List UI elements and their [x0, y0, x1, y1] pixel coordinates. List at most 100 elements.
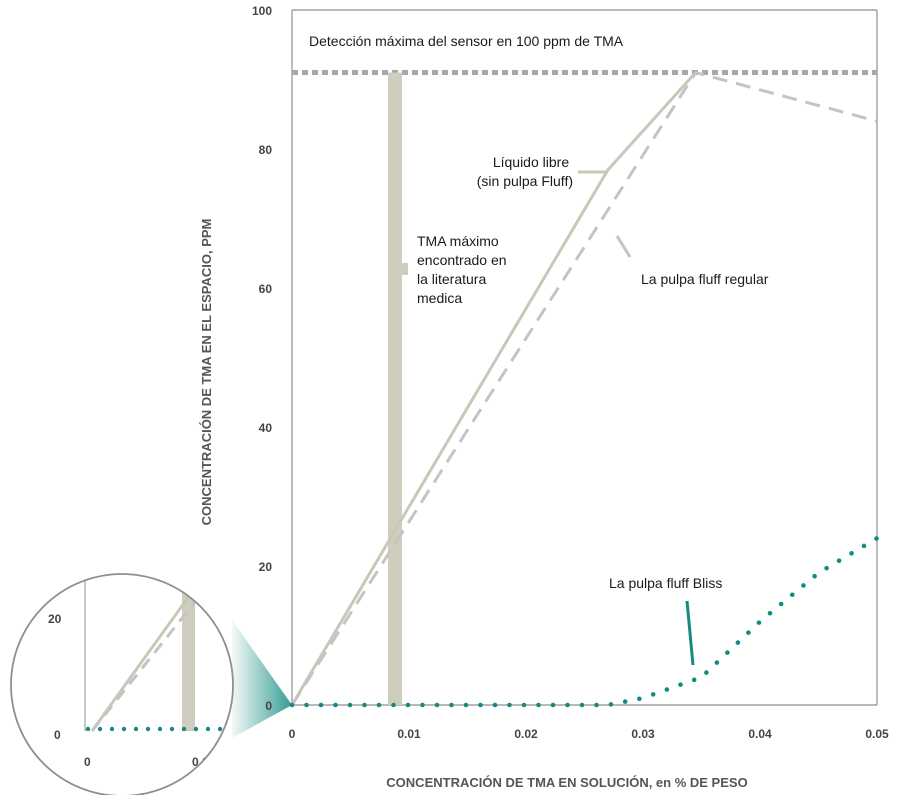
- bliss-dot: [608, 702, 614, 707]
- y-axis-title: CONCENTRACIÓN DE TMA EN EL ESPACIO, PPM: [199, 219, 214, 526]
- bliss-dot: [492, 702, 498, 708]
- y-tick-label: 40: [259, 421, 273, 435]
- inset-bliss-dot: [85, 726, 91, 732]
- liquid-label-line-2: (sin pulpa Fluff): [477, 173, 573, 189]
- inset-x-tick-0: 0: [84, 755, 91, 769]
- inset-bliss-dot: [157, 726, 163, 732]
- bliss-dot: [318, 702, 324, 708]
- x-axis-title: CONCENTRACIÓN DE TMA EN SOLUCIÓN, en % D…: [386, 775, 747, 790]
- x-tick-label: 0.01: [397, 727, 421, 741]
- inset-bliss-dot: [205, 726, 211, 732]
- bliss-dot: [449, 702, 454, 708]
- inset-y-tick-20: 20: [48, 612, 62, 626]
- bliss-dot: [391, 702, 396, 708]
- inset-background: [11, 574, 233, 795]
- band-label-line-2: encontrado en: [417, 252, 507, 268]
- bliss-dot: [714, 660, 720, 665]
- y-tick-label: 20: [259, 560, 273, 574]
- bliss-dot: [565, 702, 570, 708]
- bliss-dot: [550, 702, 556, 708]
- bliss-dot: [420, 702, 425, 708]
- inset-x-tick-001: 0.01: [192, 755, 216, 769]
- bliss-dot: [836, 558, 842, 564]
- bliss-dot: [801, 583, 806, 588]
- x-tick-label: 0.04: [748, 727, 772, 741]
- bliss-dot: [376, 702, 382, 708]
- inset-border: [10, 573, 234, 795]
- inset-bliss-dot: [193, 726, 199, 732]
- bliss-dot: [691, 677, 697, 683]
- regular-label: La pulpa fluff regular: [641, 271, 769, 287]
- x-tick-label: 0.03: [631, 727, 655, 741]
- liquid-label: Líquido libre (sin pulpa Fluff): [477, 154, 573, 189]
- series-liquid-line: [290, 71, 697, 706]
- inset-bliss-dot: [145, 726, 151, 732]
- x-tick-label: 0.05: [865, 727, 889, 741]
- bliss-dot: [536, 702, 541, 708]
- bliss-dot: [778, 601, 784, 607]
- inset-regular-line: [90, 601, 197, 732]
- bliss-dot: [678, 682, 683, 687]
- inset-bliss-dot: [97, 726, 103, 732]
- bliss-dot: [735, 640, 741, 645]
- inset-bliss-dot: [133, 726, 139, 732]
- literature-band-tab: [401, 263, 408, 275]
- y-ticks: 0 20 40 60 80 100: [252, 4, 272, 713]
- bliss-dot: [289, 702, 295, 708]
- bliss-dot: [812, 573, 817, 579]
- bliss-dot: [521, 702, 527, 708]
- bliss-dot: [304, 702, 309, 708]
- inset-bliss-dot: [169, 726, 175, 732]
- bliss-dot: [664, 687, 670, 692]
- y-tick-label: 80: [259, 143, 273, 157]
- band-label-line-4: medica: [417, 290, 462, 306]
- inset-bliss-dot: [181, 726, 187, 732]
- bliss-dot: [767, 610, 773, 616]
- threshold-label: Detección máxima del sensor en 100 ppm d…: [309, 33, 624, 49]
- liquid-label-line-1: Líquido libre: [493, 154, 569, 170]
- bliss-dot: [507, 702, 512, 708]
- bliss-dot: [650, 692, 656, 697]
- bliss-dot: [362, 702, 367, 708]
- bliss-dot: [478, 702, 483, 708]
- bliss-dot: [874, 536, 879, 541]
- bliss-dot: [594, 702, 599, 708]
- bliss-label: La pulpa fluff Bliss: [609, 575, 722, 591]
- x-tick-label: 0: [289, 727, 296, 741]
- x-tick-label: 0.02: [514, 727, 538, 741]
- bliss-dot: [849, 551, 854, 556]
- bliss-dot: [704, 670, 709, 675]
- bliss-dot: [622, 699, 628, 704]
- bliss-dot: [405, 702, 411, 708]
- inset-bliss-dot: [217, 726, 223, 732]
- x-ticks: 0 0.01 0.02 0.03 0.04 0.05: [289, 727, 889, 741]
- literature-band: [387, 72, 402, 706]
- inset-bliss-dot: [121, 726, 127, 732]
- inset-bliss-dot: [109, 726, 115, 732]
- bliss-dot: [637, 696, 642, 702]
- y-tick-label: 0: [265, 699, 272, 713]
- y-tick-label: 60: [259, 282, 273, 296]
- bliss-dot: [725, 650, 730, 655]
- bliss-dot: [333, 702, 338, 708]
- inset-y-tick-0: 0: [54, 728, 61, 742]
- band-label-line-1: TMA máximo: [417, 233, 499, 249]
- band-label: TMA máximo encontrado en la literatura m…: [417, 233, 510, 306]
- bliss-dot: [463, 702, 469, 708]
- band-label-line-3: la literatura: [417, 271, 486, 287]
- bliss-dot: [746, 630, 751, 635]
- series-regular-line: [290, 70, 878, 706]
- bliss-leader: [685, 600, 695, 666]
- y-tick-label: 100: [252, 4, 272, 18]
- regular-leader: [615, 235, 632, 258]
- bliss-dot: [756, 620, 762, 625]
- bliss-dot: [861, 543, 867, 549]
- inset-band: [182, 592, 195, 731]
- bliss-dot: [824, 565, 829, 571]
- bliss-dot: [347, 702, 353, 708]
- bliss-dot: [789, 592, 795, 598]
- bliss-dot: [579, 702, 585, 708]
- series-bliss-dots: [289, 536, 879, 708]
- zoom-cone: [232, 620, 292, 738]
